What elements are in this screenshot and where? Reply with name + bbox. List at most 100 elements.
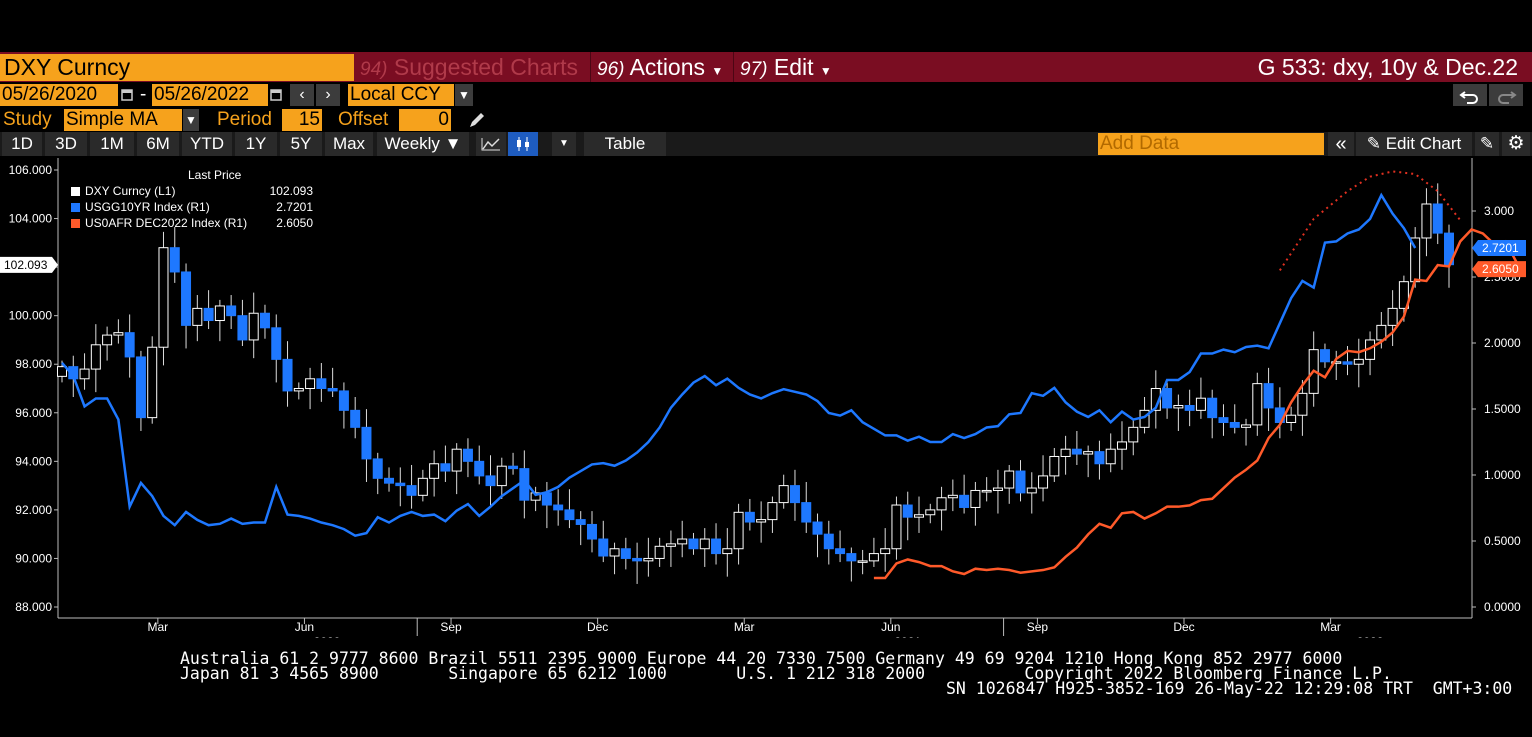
candle-body — [1432, 203, 1443, 234]
left-tick-label: 104.000 — [9, 212, 53, 226]
period-button-max[interactable]: Max — [325, 132, 373, 156]
candle — [113, 319, 124, 344]
candle — [857, 549, 868, 575]
candle — [406, 464, 417, 509]
candle-body — [733, 511, 744, 550]
period-button-3d[interactable]: 3D — [45, 132, 87, 156]
x-tick-label: Dec — [1173, 620, 1194, 634]
gear-icon[interactable]: ⚙ — [1502, 132, 1530, 156]
frequency-select[interactable]: Weekly ▼ — [377, 132, 469, 156]
period-button-1d[interactable]: 1D — [2, 132, 42, 156]
candle — [541, 481, 552, 529]
edit-chart-button[interactable]: ✎ Edit Chart — [1356, 132, 1472, 156]
actions-menu[interactable]: 96) Actions ▼ — [590, 52, 737, 82]
candle — [384, 467, 395, 492]
candle-body — [1049, 455, 1060, 477]
offset-input[interactable]: 0 — [399, 109, 451, 131]
actions-num: 96) — [597, 59, 625, 80]
last-value-tag — [1472, 261, 1526, 278]
pencil-icon[interactable] — [466, 109, 488, 131]
period-button-6m[interactable]: 6M — [137, 132, 179, 156]
suggested-charts-menu[interactable]: 94) Suggested Charts — [360, 52, 585, 82]
left-tick-label: 90.000 — [15, 551, 52, 565]
candle — [169, 227, 180, 283]
add-data-input[interactable]: Add Data — [1098, 133, 1324, 155]
candle-body — [1376, 324, 1387, 341]
left-tick-label: 88.000 — [15, 600, 52, 614]
candle-body — [835, 548, 846, 555]
candle-body — [541, 492, 552, 506]
series-line-usgg10yr — [61, 192, 1417, 538]
actions-label: Actions — [629, 54, 706, 80]
line-chart-icon[interactable] — [476, 132, 506, 156]
candle — [688, 532, 699, 555]
left-tick-label: 100.000 — [9, 309, 53, 323]
candle — [880, 528, 891, 572]
candle-body — [1026, 487, 1037, 494]
redo-icon[interactable] — [1489, 84, 1523, 106]
candle-body — [699, 538, 710, 550]
period-input[interactable]: 15 — [282, 109, 322, 131]
candle-body — [767, 502, 778, 521]
candle — [1319, 343, 1330, 368]
candle — [429, 450, 440, 497]
chevron-down-icon[interactable]: ▼ — [552, 132, 576, 156]
chart-legend: Last Price DXY Curncy (L1) 102.093 USGG10… — [63, 167, 319, 233]
legend-name: US0AFR DEC2022 Index (R1) — [85, 216, 248, 230]
period-button-1m[interactable]: 1M — [90, 132, 134, 156]
study-select[interactable]: Simple MA — [64, 109, 182, 131]
end-date-input[interactable]: 05/26/2022 — [152, 84, 268, 106]
candle-body — [350, 409, 361, 428]
candle — [1297, 380, 1308, 436]
candle-body — [124, 332, 135, 358]
candle — [1038, 455, 1049, 502]
candle — [970, 481, 981, 526]
prev-arrow-icon[interactable]: ‹ — [290, 84, 314, 106]
calendar-icon[interactable] — [119, 84, 135, 106]
candle — [586, 511, 597, 553]
next-arrow-icon[interactable]: › — [316, 84, 340, 106]
candlestick-icon[interactable] — [508, 132, 538, 156]
offset-label: Offset — [338, 109, 389, 130]
candle — [462, 438, 473, 478]
edit-menu[interactable]: 97) Edit ▼ — [733, 52, 845, 82]
candle — [203, 290, 214, 330]
candle-body — [925, 509, 936, 516]
chevron-down-icon[interactable]: ▼ — [455, 84, 473, 106]
candle — [395, 467, 406, 507]
right-tick-label: 1.0000 — [1484, 468, 1521, 482]
x-tick-label: Sep — [440, 620, 462, 634]
candle-body — [823, 533, 834, 550]
candle — [835, 530, 846, 563]
candle-body — [1116, 441, 1127, 450]
candle-body — [192, 307, 203, 326]
legend-value: 2.7201 — [276, 200, 313, 214]
legend-swatch — [71, 219, 80, 228]
candle — [575, 511, 586, 546]
candle-body — [947, 494, 958, 499]
table-button[interactable]: Table — [584, 132, 666, 156]
candle-body — [462, 448, 473, 462]
collapse-icon[interactable]: « — [1328, 132, 1354, 156]
chevron-down-icon[interactable]: ▼ — [183, 109, 199, 131]
candle-body — [1286, 414, 1297, 423]
candle-body — [1173, 404, 1184, 409]
candle — [271, 314, 282, 383]
candle-body — [959, 494, 970, 508]
candle — [1094, 440, 1105, 480]
last-value-label-dxy: 102.093 — [0, 256, 58, 273]
period-button-ytd[interactable]: YTD — [182, 132, 232, 156]
chart-area[interactable]: 106.000104.000102.000100.00098.00096.000… — [0, 158, 1532, 638]
start-date-input[interactable]: 05/26/2020 — [0, 84, 118, 106]
calendar-icon[interactable] — [268, 84, 284, 106]
currency-select[interactable]: Local CCY — [348, 84, 454, 106]
ticker-field[interactable]: DXY Curncy — [0, 54, 354, 81]
period-button-1y[interactable]: 1Y — [235, 132, 277, 156]
candle — [124, 314, 135, 378]
candle-body — [237, 315, 248, 341]
undo-icon[interactable] — [1453, 84, 1487, 106]
edit-icon[interactable]: ✎ — [1475, 132, 1499, 156]
candle-body — [429, 463, 440, 479]
chart-id-title: G 533: dxy, 10y & Dec.22 — [1257, 54, 1518, 80]
period-button-5y[interactable]: 5Y — [280, 132, 322, 156]
